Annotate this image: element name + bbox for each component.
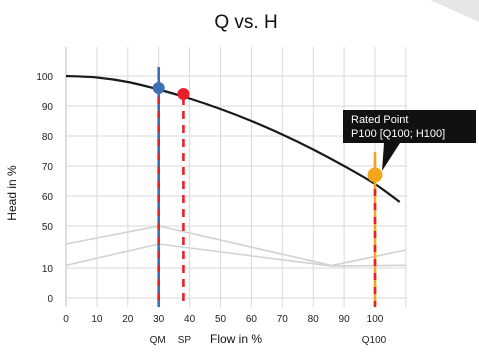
rated-point-callout: Rated Point P100 [Q100; H100]	[343, 110, 476, 171]
x-tick-label: 80	[308, 314, 320, 325]
y-tick-label: 100	[36, 72, 53, 83]
x-axis-title: Flow in %	[210, 332, 262, 346]
y-tick-label: 50	[42, 222, 54, 233]
x-tick-label: 20	[122, 314, 134, 325]
callout-box	[343, 110, 476, 171]
q100-label: Q100	[362, 335, 387, 346]
callout-line-2: P100 [Q100; H100]	[351, 128, 445, 140]
x-tick-label: 50	[215, 314, 227, 325]
y-tick-label: 60	[42, 192, 54, 203]
y-tick-labels: 0 10 50 60 70 80 90 100	[36, 72, 53, 305]
y-tick-label: 0	[47, 294, 53, 305]
x-tick-label: 40	[184, 314, 196, 325]
page-corner-fold	[430, 0, 479, 22]
callout-line-1: Rated Point	[351, 114, 408, 126]
y-tick-label: 10	[42, 264, 54, 275]
qh-curve	[65, 74, 401, 203]
qm-point	[152, 82, 165, 94]
chart-title: Q vs. H	[214, 12, 277, 33]
x-tick-label: 10	[91, 314, 103, 325]
x-tick-labels: 0 10 20 30 40 50 60 70 80 90 100	[63, 314, 384, 325]
y-tick-label: 90	[42, 102, 54, 113]
x-tick-label: 30	[153, 314, 165, 325]
x-tick-label: 0	[63, 314, 69, 325]
q100-point	[367, 167, 383, 183]
sp-label: SP	[178, 335, 192, 346]
sp-point	[177, 88, 190, 100]
x-tick-label: 90	[339, 314, 351, 325]
efficiency-band-lower	[65, 243, 406, 267]
x-tick-label: 60	[246, 314, 258, 325]
marker-lines	[157, 67, 377, 307]
y-axis-title: Head in %	[5, 165, 19, 221]
y-tick-label: 80	[42, 132, 54, 143]
x-tick-label: 70	[277, 314, 289, 325]
y-tick-label: 70	[42, 162, 54, 173]
x-tick-label: 100	[367, 314, 384, 325]
qm-label: QM	[150, 335, 166, 346]
marker-points	[152, 82, 383, 183]
marker-labels: QM SP Q100	[150, 335, 387, 346]
qh-curve-layer	[65, 74, 401, 203]
grid	[65, 47, 407, 307]
efficiency-band	[65, 225, 407, 267]
efficiency-band-upper	[65, 225, 407, 267]
